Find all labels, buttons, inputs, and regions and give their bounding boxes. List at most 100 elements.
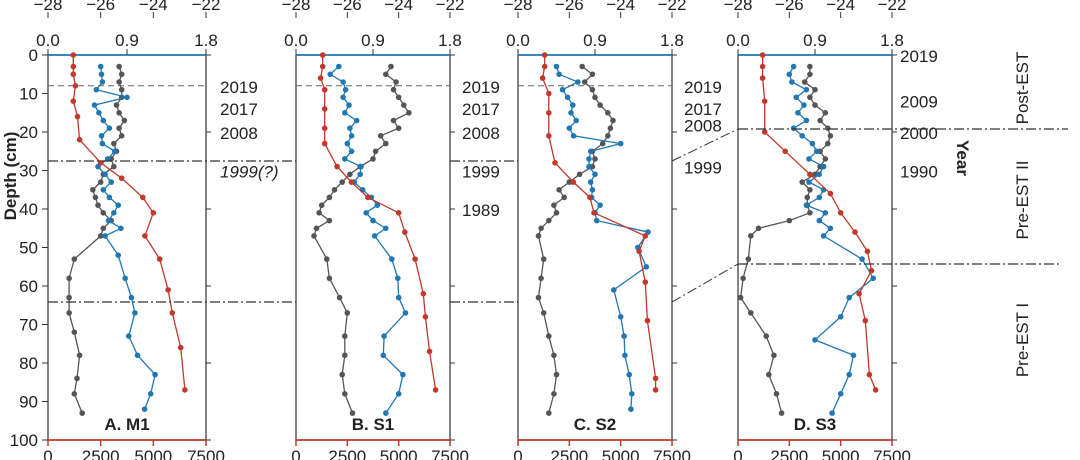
series-point-2	[621, 333, 627, 339]
top-axis-2-tick-label: 1.8	[194, 31, 218, 50]
bottom-axis-tick-label: 5000	[380, 447, 418, 460]
series-point-3	[652, 375, 659, 382]
series-point-3	[636, 248, 642, 255]
series-point-2	[789, 79, 795, 85]
series-point-3	[541, 63, 548, 70]
series-point-3	[872, 387, 879, 393]
series-point-2	[104, 156, 111, 162]
series-point-2	[115, 202, 121, 208]
series-point-3	[321, 86, 328, 93]
series-point-1	[605, 133, 611, 139]
year-label: 2017	[684, 100, 722, 119]
series-point-3	[570, 179, 577, 185]
series-point-2	[98, 71, 105, 78]
series-point-2	[358, 163, 364, 170]
series-point-2	[124, 94, 130, 101]
series-point-1	[786, 217, 793, 224]
series-point-3	[856, 290, 862, 297]
series-point-3	[321, 125, 328, 131]
series-point-1	[737, 294, 744, 301]
series-point-2	[402, 310, 409, 316]
series-point-1	[116, 110, 122, 116]
y-axis-tick-label: 10	[19, 85, 38, 104]
series-point-2	[93, 86, 100, 93]
series-point-3	[552, 160, 558, 166]
y-axis-tick-label: 40	[19, 200, 38, 219]
series-point-2	[141, 406, 148, 413]
top-axis-2-tick-label: 0.9	[583, 31, 607, 50]
series-point-2	[629, 391, 635, 397]
panel-1: −28 −26 −24 −22 0.0 0.9 1.8 0 2500 5000 7500 0 10 20 3…	[10, 0, 279, 460]
series-point-1	[76, 352, 83, 359]
series-point-2	[336, 63, 342, 70]
panel-title: A. M1	[104, 415, 149, 434]
series-point-1	[401, 102, 407, 108]
series-point-2	[348, 133, 355, 139]
top-axis-1-tick-label: −26	[555, 0, 584, 14]
series-point-1	[771, 352, 777, 359]
year-label: 2019	[684, 78, 722, 97]
series-point-1	[383, 140, 389, 147]
series-point-1	[111, 163, 117, 170]
series-point-1	[347, 171, 353, 178]
series-point-1	[556, 187, 562, 193]
series-line-3	[72, 55, 186, 390]
series-point-2	[790, 125, 797, 131]
series-point-1	[551, 352, 557, 359]
series-point-3	[420, 290, 427, 297]
series-point-3	[348, 179, 355, 185]
year-label: 2019	[220, 78, 258, 97]
series-point-1	[100, 225, 107, 232]
series-point-2	[850, 352, 857, 359]
series-point-1	[395, 125, 402, 131]
series-point-1	[95, 202, 101, 208]
series-point-3	[546, 90, 552, 97]
series-point-1	[326, 194, 333, 201]
series-point-1	[97, 233, 104, 239]
series-point-2	[793, 94, 799, 101]
panel-4: −28 −26 −24 −22 0.0 0.9 1.8 0 2500 5000 7500 2019 20…	[724, 0, 938, 460]
series-point-2	[559, 86, 566, 93]
series-point-2	[622, 352, 628, 359]
bottom-axis-tick-label: 2500	[82, 447, 120, 460]
series-point-1	[599, 140, 606, 147]
series-point-1	[118, 133, 125, 139]
series-point-3	[70, 98, 77, 104]
series-point-1	[370, 156, 376, 162]
series-point-2	[589, 187, 596, 193]
series-point-3	[70, 52, 77, 58]
bottom-axis-tick-label: 7500	[431, 447, 469, 460]
bottom-axis-tick-label: 2500	[328, 447, 366, 460]
series-point-2	[102, 233, 108, 239]
series-point-3	[422, 314, 429, 320]
year-label: 2008	[684, 116, 722, 135]
series-point-2	[100, 117, 107, 124]
series-point-3	[182, 387, 188, 393]
panel-title: B. S1	[352, 415, 395, 434]
panel-3: −28 −26 −24 −22 0.0 0.9 1.8 0 2500 5000 7500 2019 20…	[504, 0, 722, 460]
year-label: 2017	[462, 100, 500, 119]
figure-labels: Depth (cm) Year Post-EST Pre-EST II Pre-…	[1, 52, 1032, 378]
top-axis-1-tick-label: −22	[878, 0, 907, 14]
series-point-3	[321, 106, 328, 112]
series-point-1	[610, 117, 616, 124]
series-point-3	[156, 256, 163, 262]
series-point-1	[825, 140, 831, 147]
series-point-3	[642, 233, 649, 239]
series-point-1	[71, 391, 78, 397]
series-line-3	[541, 55, 657, 390]
series-point-1	[326, 275, 333, 282]
y-axis-tick-label: 30	[19, 162, 38, 181]
top-axis-1-tick-label: −26	[333, 0, 362, 14]
top-axis-1-tick-label: −24	[384, 0, 413, 14]
y-axis-tick-label: 50	[19, 239, 38, 258]
series-point-1	[393, 79, 399, 85]
zone-boundary-connector-2	[671, 263, 739, 303]
series-point-2	[389, 256, 395, 262]
year-label: 1999(?)	[220, 163, 279, 182]
zone-boundaries	[48, 128, 1068, 303]
top-axis-1-tick-label: −22	[436, 0, 465, 14]
year-label: 2000	[900, 124, 938, 143]
series-point-1	[116, 125, 122, 131]
series-point-2	[348, 148, 355, 155]
